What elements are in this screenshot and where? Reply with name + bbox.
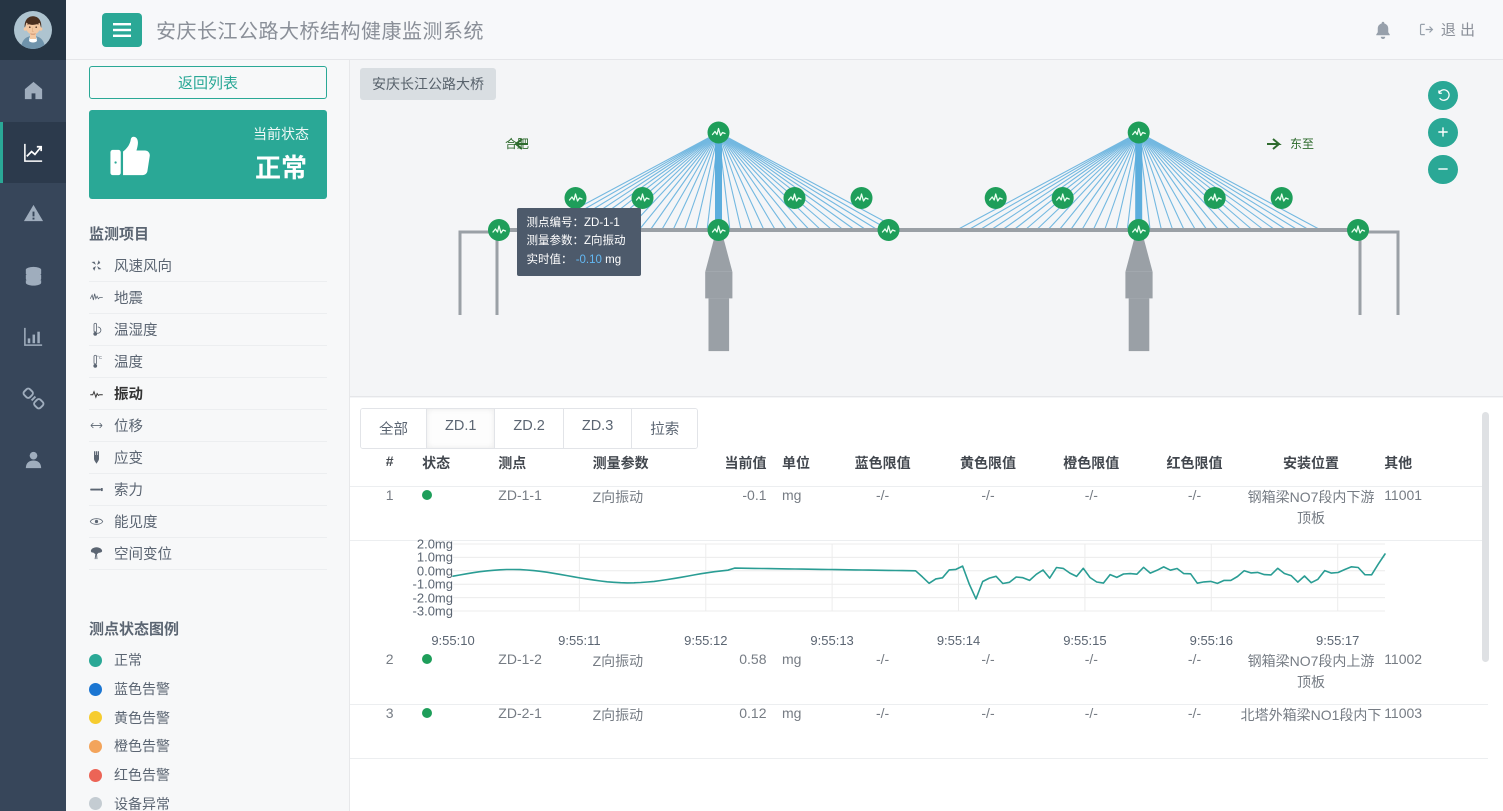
svg-text:东至: 东至 bbox=[1290, 137, 1314, 151]
svg-text:°C: °C bbox=[97, 355, 102, 360]
